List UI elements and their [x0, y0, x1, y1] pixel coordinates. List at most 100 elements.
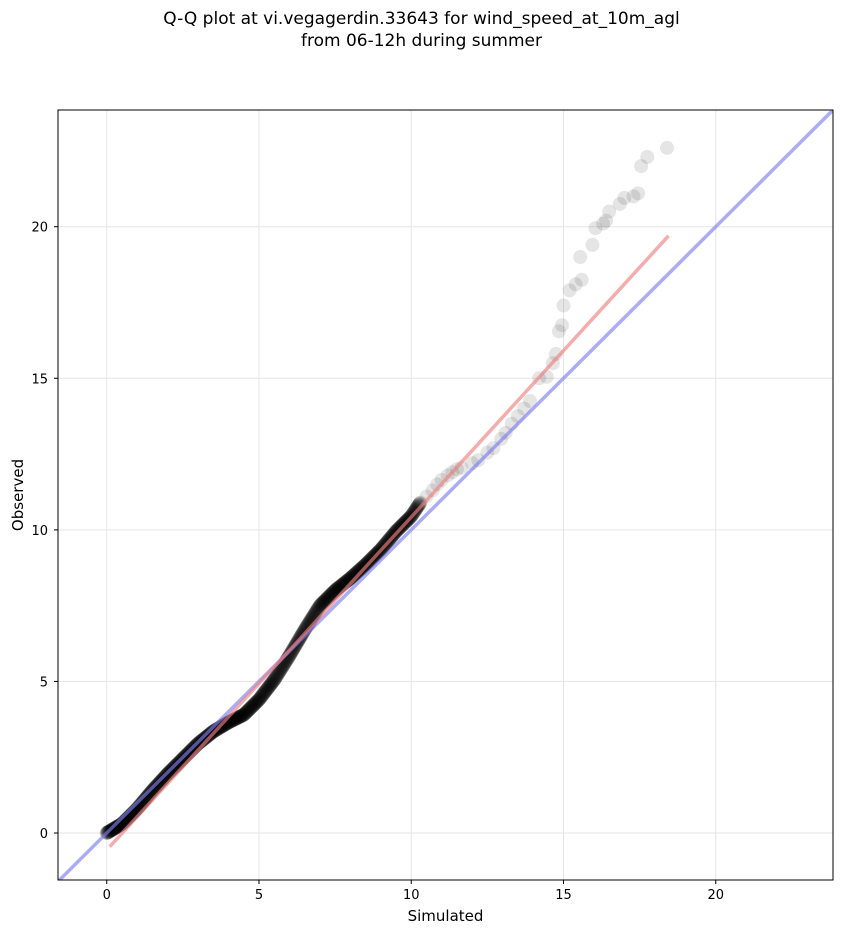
qq-point [349, 566, 364, 581]
qq-point [108, 820, 123, 835]
qq-point [108, 820, 123, 835]
qq-point [261, 680, 276, 695]
qq-point [319, 592, 334, 607]
qq-point [268, 670, 283, 685]
qq-point [410, 499, 425, 514]
qq-point [110, 819, 125, 834]
qq-point [262, 679, 277, 694]
qq-point [219, 716, 234, 731]
qq-point [246, 698, 261, 713]
qq-point [313, 598, 328, 613]
qq-point [409, 501, 424, 516]
qq-point [617, 190, 632, 205]
qq-point [314, 596, 329, 611]
qq-point [249, 694, 264, 709]
qq-point [269, 669, 284, 684]
qq-point [109, 819, 124, 834]
qq-point [239, 704, 254, 719]
qq-point [353, 562, 368, 577]
qq-point [660, 140, 675, 155]
qq-point [269, 668, 284, 683]
qq-point [110, 819, 125, 834]
qq-point [202, 727, 217, 742]
qq-point [316, 595, 331, 610]
qq-point [230, 710, 245, 725]
qq-point [230, 711, 245, 726]
qq-point [249, 695, 264, 710]
qq-point [355, 560, 370, 575]
x-tick-label: 5 [255, 888, 263, 903]
qq-point [498, 425, 513, 440]
qq-point [234, 708, 249, 723]
qq-point [263, 678, 278, 693]
qq-point [351, 564, 366, 579]
qq-point [110, 819, 125, 834]
qq-point [596, 216, 611, 231]
qq-point [246, 698, 261, 713]
qq-point [269, 669, 284, 684]
qq-point [326, 584, 341, 599]
qq-point [254, 689, 269, 704]
qq-point [248, 695, 263, 710]
qq-point [320, 591, 335, 606]
qq-point [315, 595, 330, 610]
qq-point [236, 707, 251, 722]
qq-point [107, 821, 122, 836]
identity-line [58, 110, 833, 880]
qq-point [413, 495, 428, 510]
qq-point [434, 472, 449, 487]
qq-point [234, 708, 249, 723]
qq-point [270, 668, 285, 683]
qq-point [353, 561, 368, 576]
qq-point [235, 708, 250, 723]
qq-point [242, 702, 257, 717]
qq-point [314, 597, 329, 612]
qq-point [271, 666, 286, 681]
qq-point [585, 237, 600, 252]
qq-point [317, 594, 332, 609]
qq-point [631, 186, 646, 201]
qq-point [284, 645, 299, 660]
qq-point [233, 709, 248, 724]
x-tick-label: 0 [103, 888, 111, 903]
qq-point [626, 189, 641, 204]
qq-point [201, 727, 216, 742]
qq-point [236, 707, 251, 722]
qq-point [409, 501, 424, 516]
qq-point [267, 672, 282, 687]
qq-point [242, 702, 257, 717]
qq-point [259, 682, 274, 697]
qq-point [312, 598, 327, 613]
qq-point [554, 318, 569, 333]
qq-point [246, 697, 261, 712]
qq-point [258, 683, 273, 698]
qq-point [233, 709, 248, 724]
qq-point [325, 586, 340, 601]
qq-point [200, 729, 215, 744]
qq-point [322, 589, 337, 604]
qq-point [317, 594, 332, 609]
qq-point [310, 601, 325, 616]
qq-point [283, 646, 298, 661]
qq-point [325, 585, 340, 600]
qq-point [326, 585, 341, 600]
qq-point [324, 586, 339, 601]
qq-point [352, 563, 367, 578]
y-tick-label: 0 [40, 827, 48, 842]
qq-point [256, 686, 271, 701]
qq-point [247, 696, 262, 711]
qq-point [261, 680, 276, 695]
qq-point [197, 731, 212, 746]
chart-subtitle: from 06-12h during summer [301, 31, 542, 51]
qq-point [198, 730, 213, 745]
qq-point [347, 568, 362, 583]
qq-point [410, 500, 425, 515]
qq-point [350, 565, 365, 580]
qq-point [248, 696, 263, 711]
qq-point [240, 704, 255, 719]
qq-point [412, 496, 427, 511]
qq-point [314, 596, 329, 611]
qq-point [108, 820, 123, 835]
qq-point [310, 602, 325, 617]
